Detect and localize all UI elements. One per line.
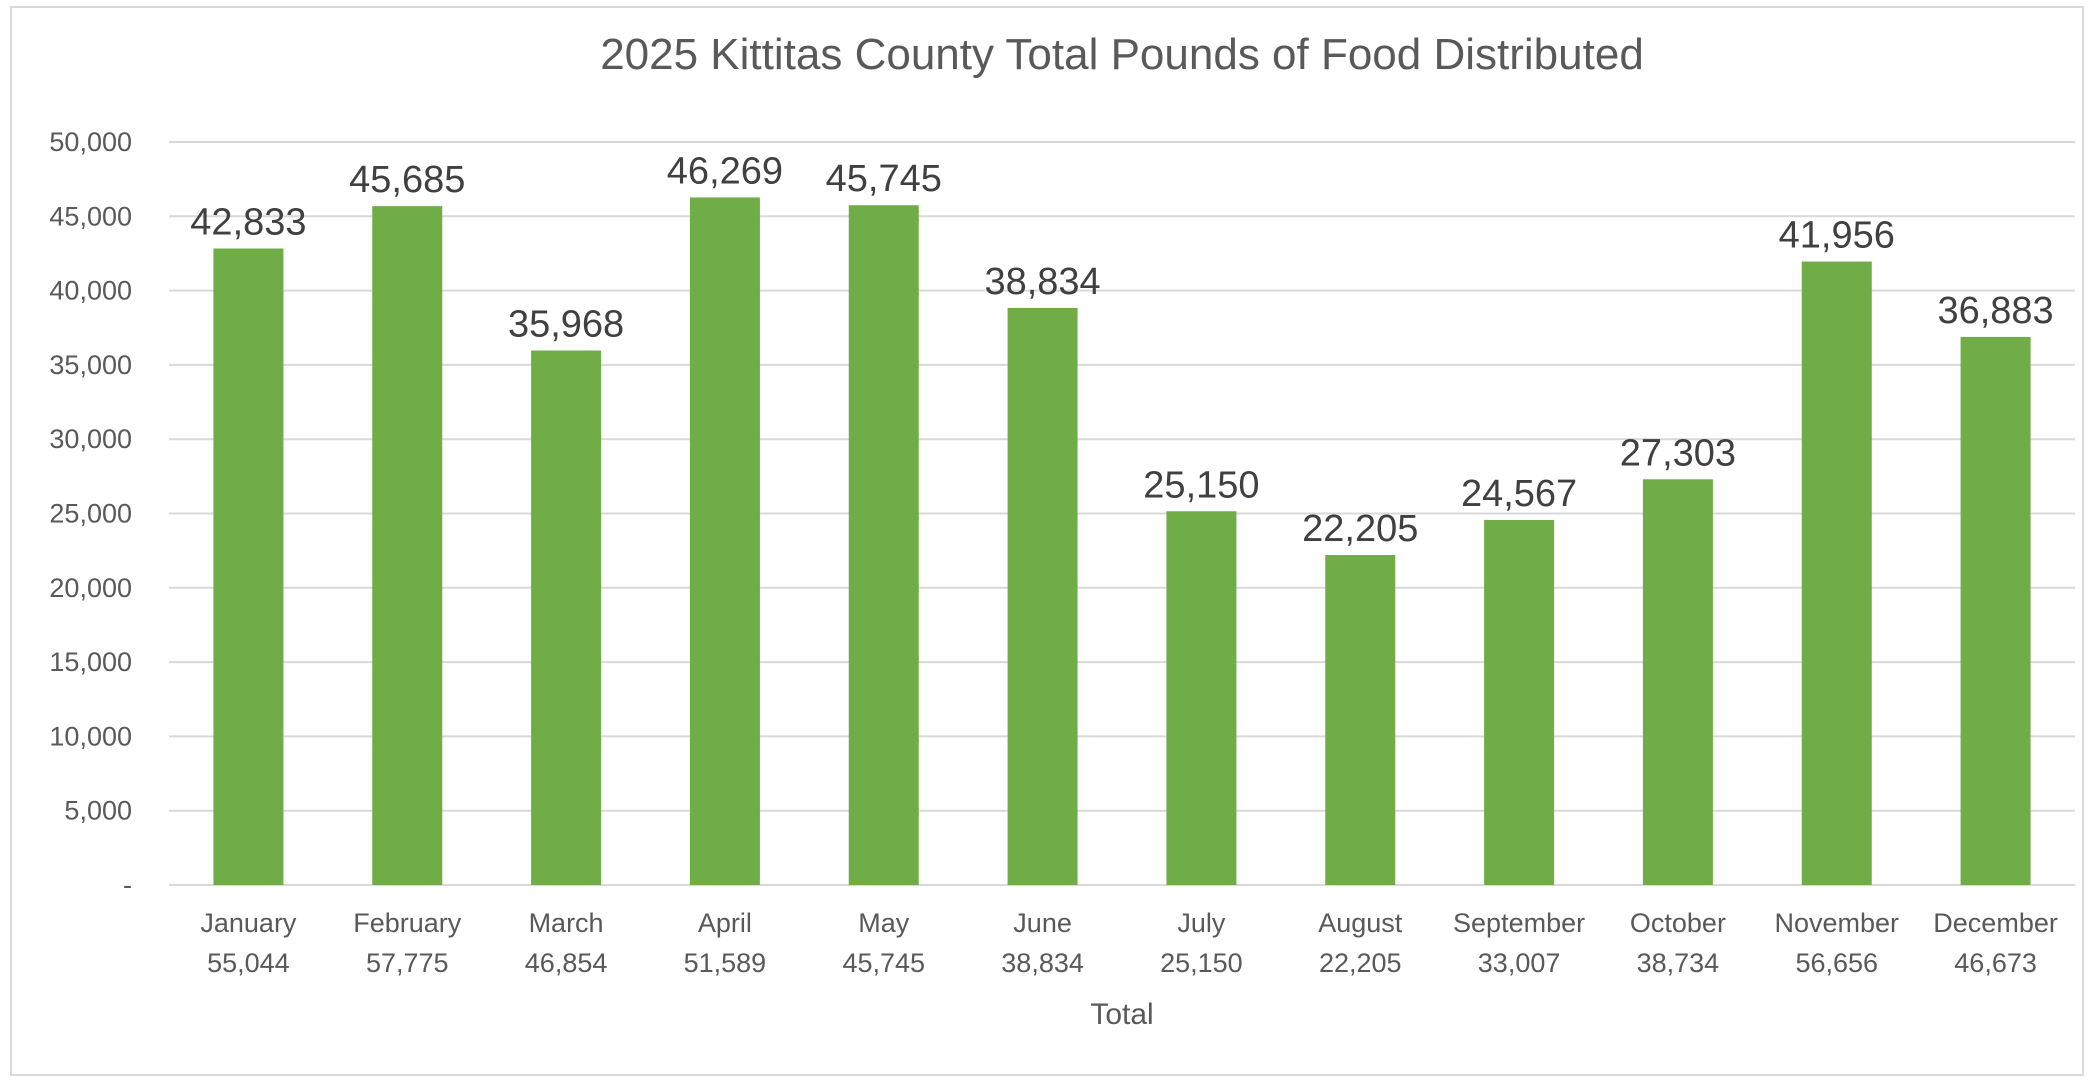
- data-label: 42,833: [190, 202, 306, 244]
- data-label: 22,205: [1302, 508, 1418, 550]
- x-tick-sublabel: 33,007: [1478, 948, 1561, 978]
- x-tick-sublabel: 25,150: [1160, 948, 1243, 978]
- x-tick-label: November: [1774, 908, 1899, 938]
- x-axis-title: Total: [1090, 998, 1153, 1031]
- y-tick-label: 25,000: [49, 499, 132, 529]
- y-tick-label: 45,000: [49, 201, 132, 231]
- data-label: 25,150: [1143, 464, 1259, 506]
- y-tick-label: 40,000: [49, 276, 132, 306]
- y-axis-ticks: - 5,000 10,000 15,000 20,000 25,000 30,000 35,0…: [49, 127, 132, 900]
- data-label: 45,685: [349, 159, 465, 201]
- x-tick-sublabel: 38,834: [1001, 948, 1084, 978]
- x-tick-label: October: [1630, 908, 1726, 938]
- data-label: 24,567: [1461, 473, 1577, 515]
- x-tick-label: December: [1933, 908, 2058, 938]
- data-label: 38,834: [984, 261, 1100, 303]
- x-tick-label: May: [858, 908, 910, 938]
- bar: [1325, 555, 1396, 885]
- chart-title: 2025 Kittitas County Total Pounds of Foo…: [600, 30, 1644, 79]
- x-tick-label: September: [1453, 908, 1585, 938]
- y-tick-label: 10,000: [49, 721, 132, 751]
- x-tick-label: April: [698, 908, 752, 938]
- x-tick-sublabel: 51,589: [684, 948, 767, 978]
- x-axis-ticks: January 55,044 February 57,775 March 46,854 Ap…: [200, 908, 2057, 978]
- bar: [689, 197, 760, 886]
- y-tick-label: 35,000: [49, 350, 132, 380]
- x-tick-label: March: [529, 908, 604, 938]
- y-tick-label: 30,000: [49, 424, 132, 454]
- bar: [1960, 336, 2031, 886]
- data-label: 46,269: [667, 150, 783, 192]
- y-tick-label: 20,000: [49, 573, 132, 603]
- bar: [1007, 307, 1078, 885]
- x-tick-label: June: [1013, 908, 1072, 938]
- bars: [213, 197, 2031, 886]
- data-label: 36,883: [1937, 290, 2053, 332]
- bar: [1484, 519, 1555, 885]
- chart-frame: 2025 Kittitas County Total Pounds of Foo…: [10, 6, 2084, 1076]
- x-tick-label: August: [1318, 908, 1403, 938]
- data-label: 27,303: [1620, 432, 1736, 474]
- bar: [372, 206, 443, 885]
- bar: [1801, 261, 1872, 886]
- bar: [1642, 479, 1713, 885]
- data-label: 35,968: [508, 304, 624, 346]
- x-tick-sublabel: 55,044: [207, 948, 290, 978]
- y-tick-label: -: [123, 870, 132, 900]
- bar-chart: 2025 Kittitas County Total Pounds of Foo…: [49, 30, 2075, 1031]
- bar: [848, 205, 919, 885]
- x-tick-sublabel: 57,775: [366, 948, 449, 978]
- data-label: 41,956: [1779, 215, 1895, 257]
- x-tick-sublabel: 56,656: [1795, 948, 1878, 978]
- x-tick-sublabel: 38,734: [1637, 948, 1720, 978]
- x-tick-sublabel: 45,745: [842, 948, 925, 978]
- y-tick-label: 5,000: [64, 796, 132, 826]
- y-tick-label: 15,000: [49, 647, 132, 677]
- gridlines: [169, 141, 2075, 886]
- bar: [1166, 511, 1237, 885]
- x-tick-label: July: [1177, 908, 1226, 938]
- x-tick-sublabel: 46,854: [525, 948, 608, 978]
- y-tick-label: 50,000: [49, 127, 132, 157]
- x-tick-sublabel: 46,673: [1954, 948, 2037, 978]
- data-labels: 42,833 45,685 35,968 46,269 45,745 38,834 25,1…: [190, 150, 2053, 550]
- bar: [531, 350, 602, 886]
- x-tick-sublabel: 22,205: [1319, 948, 1402, 978]
- bar: [213, 248, 284, 886]
- data-label: 45,745: [826, 158, 942, 200]
- x-tick-label: January: [200, 908, 297, 938]
- x-tick-label: February: [353, 908, 462, 938]
